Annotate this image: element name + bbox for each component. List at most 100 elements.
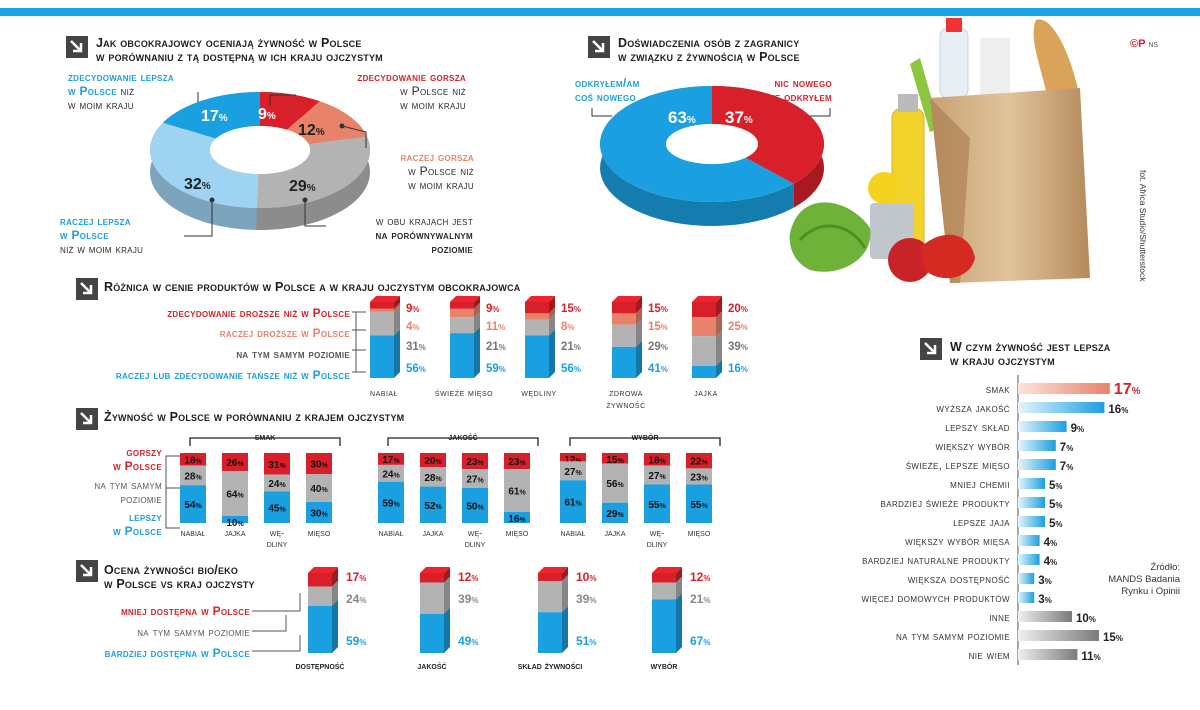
roznica-bar-3-0-side	[636, 296, 642, 314]
zywnosc-value: 64%	[226, 490, 244, 501]
roznica-value: 21%	[486, 341, 506, 353]
section-arrow-icon	[588, 36, 610, 58]
dosw-pct-37: 37%	[725, 108, 753, 127]
ocena-pct-9: 9%	[258, 106, 276, 123]
zywnosc-value: 30%	[310, 460, 328, 471]
roznica-value: 41%	[648, 363, 668, 375]
roznica-bar-4-1-side	[716, 311, 722, 337]
zywnosc-value: 55%	[690, 500, 708, 511]
zywnosc-value: 23%	[690, 472, 708, 483]
roznica-value: 39%	[728, 341, 748, 353]
roznica-bar-0-3-side	[394, 329, 400, 378]
bioeko-bar-2-2	[538, 612, 562, 653]
top-accent-bar	[0, 8, 1200, 16]
zywnosc-bar-0-1-1	[222, 471, 248, 516]
bioeko-bar-0-1	[308, 586, 332, 606]
roznica-legend-bracket	[352, 311, 366, 373]
zywnosc-group-label: jakość	[448, 432, 477, 443]
roznica-bar-2-3-side	[549, 329, 555, 378]
zywnosc-value: 18%	[648, 455, 666, 466]
slice-nic-nowego	[712, 86, 824, 184]
zywnosc-value: 52%	[424, 501, 442, 512]
bar-top	[450, 296, 480, 302]
lepsza-bar-14	[1018, 649, 1078, 660]
roznica-value: 8%	[561, 321, 575, 333]
bar-top	[652, 567, 682, 573]
zywnosc-group-label: wybór	[632, 432, 659, 443]
zywnosc-value: 15%	[606, 455, 624, 466]
zywnosc-value: 23%	[508, 457, 526, 468]
lepsza-bar-11	[1018, 592, 1035, 603]
roznica-value: 15%	[561, 303, 581, 315]
zywnosc-category: nabiał	[561, 528, 586, 539]
zywnosc-chart: smak18%28%54%nabiał26%64%10%jajka31%24%4…	[165, 432, 721, 550]
slice-cos-nowego	[600, 86, 794, 202]
bioeko-category: skład żywności	[518, 661, 583, 672]
bioeko-bar-1-1	[420, 582, 444, 614]
logo: ©P NS	[1130, 38, 1159, 50]
zywnosc-value: 55%	[648, 500, 666, 511]
slice-raczej-lepsza	[150, 122, 259, 208]
lepsza-bar-10	[1018, 573, 1035, 584]
roznica-bar-3-2	[612, 324, 636, 347]
bioeko-bar-3-1	[652, 582, 676, 600]
zywnosc-bar-2-3-0	[686, 453, 712, 469]
lepsza-value: 17%	[1114, 381, 1141, 398]
bar-top	[308, 567, 338, 573]
bioeko-bar-0-0-side	[332, 567, 338, 587]
lepsza-bar-3	[1018, 440, 1056, 451]
roznica-bar-1-2	[450, 317, 474, 334]
bioeko-value: 10%	[576, 570, 596, 584]
roznica-bar-1-0	[450, 302, 474, 309]
lepsza-category: więcej domowych produktów	[861, 593, 1010, 605]
roznica-category: jajka	[694, 388, 718, 399]
zywnosc-bar-2-2-2	[644, 484, 670, 523]
roznica-value: 9%	[406, 303, 420, 315]
zywnosc-value: 26%	[226, 458, 244, 469]
bioeko-value: 24%	[346, 592, 366, 606]
zywnosc-value: 10%	[226, 518, 244, 529]
zywnosc-value: 23%	[466, 457, 484, 468]
bioeko-value: 49%	[458, 634, 478, 648]
zywnosc-value: 27%	[466, 475, 484, 486]
roznica-bar-4-0	[692, 302, 716, 318]
roznica-title: Różnica w cenie produktów w Polsce a w k…	[104, 280, 521, 294]
bioeko-title: Ocena żywności bio/eko w Polsce vs kraj o…	[104, 563, 255, 591]
lepsza-bar-6	[1018, 497, 1045, 508]
roznica-value: 56%	[561, 363, 581, 375]
zywnosc-bar-0-2-0	[264, 453, 290, 475]
lepsza-bar-13	[1018, 630, 1099, 641]
roznica-value: 15%	[648, 321, 668, 333]
bar-top	[370, 296, 400, 302]
lepsza-category: większa dostępność	[908, 574, 1010, 586]
bioeko-value: 21%	[690, 592, 710, 606]
lepsza-category: wyższa jakość	[936, 403, 1010, 415]
zywnosc-group-bracket	[569, 437, 721, 446]
roznica-bar-3-3-side	[636, 340, 642, 378]
zywnosc-bar-1-0-2	[378, 481, 404, 523]
zywnosc-bar-2-0-2	[560, 480, 586, 523]
zywnosc-value: 40%	[310, 484, 328, 495]
lepsza-chart: smak 17% wyższa jakość 16% lepszy skład 9% wię…	[861, 375, 1141, 665]
zywnosc-bar-1-1-1	[420, 467, 446, 487]
zywnosc-bar-2-2-1	[644, 465, 670, 485]
roznica-bar-1-3-side	[474, 327, 480, 378]
bioeko-bar-0-2-side	[332, 599, 338, 653]
zywnosc-bar-2-3-2	[686, 484, 712, 523]
lepsza-value: 15%	[1103, 632, 1123, 644]
lepsza-bar-7	[1018, 516, 1045, 527]
roznica-bar-4-1	[692, 317, 716, 337]
bioeko-leader-lines	[252, 593, 301, 652]
bioeko-bar-2-1-side	[562, 575, 568, 613]
zywnosc-category: dliny	[647, 539, 668, 550]
lepsza-category: większy wybór mięsa	[905, 536, 1010, 548]
zywnosc-category: nabiał	[379, 528, 404, 539]
zywnosc-bar-1-2-2	[462, 488, 488, 523]
roznica-category: zdrowa	[609, 388, 643, 399]
zywnosc-bar-1-1-2	[420, 486, 446, 523]
zywnosc-category: nabiał	[181, 528, 206, 539]
slice-zdec-lepsza	[163, 92, 260, 139]
lepsza-category: bardziej naturalne produkty	[862, 555, 1010, 567]
doswiadczenia-donut	[600, 86, 824, 226]
bioeko-bar-1-0-side	[444, 567, 450, 583]
